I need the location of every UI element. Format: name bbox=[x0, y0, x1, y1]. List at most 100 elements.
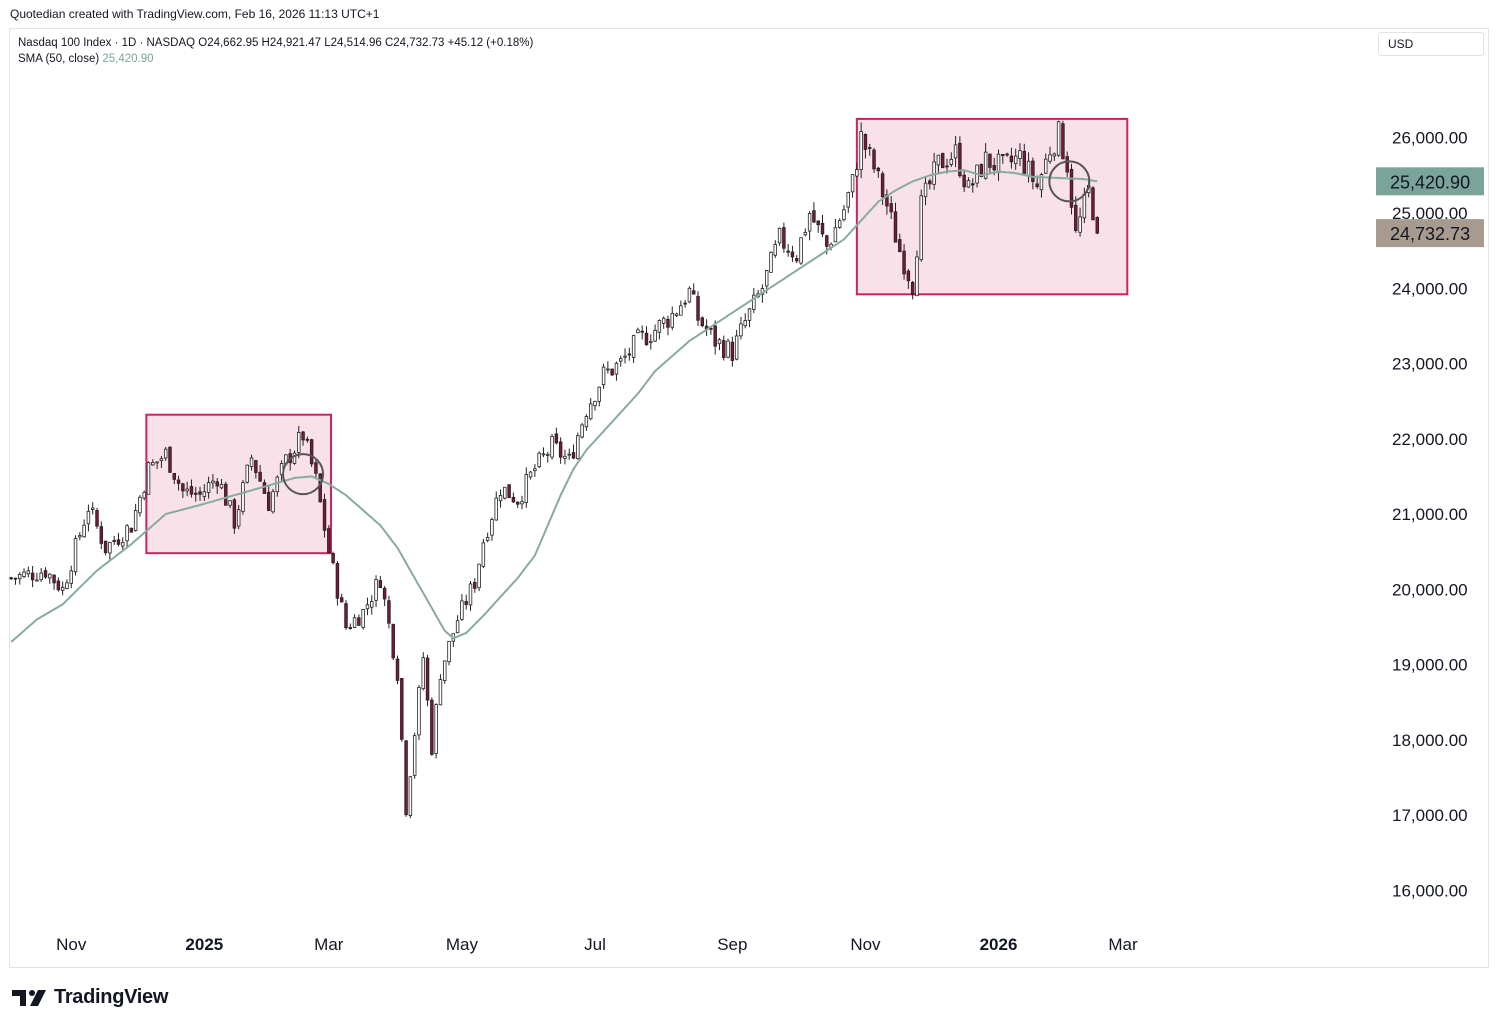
tradingview-logo[interactable]: TradingView bbox=[12, 986, 168, 1009]
candle bbox=[245, 464, 249, 484]
candle bbox=[52, 574, 56, 590]
candle bbox=[339, 593, 344, 603]
candle bbox=[82, 519, 86, 538]
candle bbox=[717, 338, 722, 351]
candle bbox=[309, 438, 314, 468]
candle bbox=[498, 489, 503, 508]
x-tick-label: May bbox=[446, 935, 479, 954]
candle bbox=[889, 196, 893, 219]
candle bbox=[348, 623, 353, 630]
candle bbox=[60, 581, 65, 596]
candle bbox=[940, 152, 945, 169]
candle bbox=[447, 641, 451, 666]
candle bbox=[627, 347, 632, 361]
candle bbox=[378, 575, 383, 589]
candle bbox=[1009, 147, 1014, 169]
candle bbox=[103, 540, 108, 556]
candle bbox=[936, 154, 941, 174]
candle bbox=[919, 189, 923, 262]
candle bbox=[198, 486, 202, 501]
candle bbox=[322, 493, 327, 538]
candle bbox=[734, 329, 739, 361]
tradingview-logo-icon bbox=[12, 989, 46, 1006]
candle bbox=[649, 334, 653, 350]
candle bbox=[520, 495, 524, 510]
y-tick-label: 23,000.00 bbox=[1392, 355, 1468, 374]
candle bbox=[151, 459, 155, 466]
candle bbox=[400, 677, 404, 742]
y-tick-label: 18,000.00 bbox=[1392, 731, 1468, 750]
candle bbox=[194, 486, 198, 502]
candle bbox=[524, 467, 529, 508]
candle bbox=[803, 228, 808, 237]
candle bbox=[554, 427, 559, 445]
candle bbox=[35, 572, 39, 582]
candle bbox=[176, 475, 181, 491]
candle bbox=[666, 315, 670, 336]
candle bbox=[687, 286, 692, 304]
candle bbox=[189, 479, 194, 498]
candle bbox=[580, 422, 584, 439]
candle bbox=[365, 597, 370, 616]
x-tick-label: Nov bbox=[56, 935, 87, 954]
candle bbox=[387, 595, 391, 629]
candle bbox=[782, 222, 786, 253]
candle bbox=[168, 446, 172, 473]
candle bbox=[631, 334, 636, 363]
candle bbox=[657, 319, 662, 340]
candle bbox=[258, 465, 262, 482]
candle bbox=[885, 189, 889, 215]
candle bbox=[1061, 120, 1065, 160]
x-tick-label: Mar bbox=[314, 935, 344, 954]
candle bbox=[43, 567, 48, 579]
candle bbox=[159, 455, 164, 469]
y-tick-label: 22,000.00 bbox=[1392, 430, 1468, 449]
candle bbox=[636, 327, 640, 334]
candle bbox=[455, 615, 460, 634]
candle bbox=[1031, 157, 1035, 190]
currency-selector[interactable]: USD bbox=[1378, 32, 1484, 56]
candle bbox=[606, 361, 610, 374]
candle bbox=[537, 451, 541, 469]
candle bbox=[1001, 154, 1005, 164]
y-tick-label: 19,000.00 bbox=[1392, 656, 1468, 675]
crossover-circle-2 bbox=[1048, 160, 1091, 203]
candle bbox=[1005, 152, 1009, 157]
x-tick-label: Jul bbox=[584, 935, 606, 954]
candle bbox=[297, 425, 301, 459]
candle bbox=[846, 191, 850, 213]
candle bbox=[370, 595, 374, 615]
candle bbox=[331, 551, 335, 565]
candle bbox=[739, 316, 743, 340]
candle bbox=[704, 319, 709, 337]
candle bbox=[421, 652, 425, 691]
candle bbox=[138, 495, 142, 517]
candle bbox=[683, 299, 687, 308]
y-tick-label: 24,000.00 bbox=[1392, 279, 1468, 298]
candle bbox=[971, 178, 975, 193]
candle bbox=[13, 577, 18, 585]
price-axis: 16,000.00 17,000.00 18,000.00 19,000.00 20,0… bbox=[1392, 129, 1468, 901]
candle bbox=[473, 578, 477, 593]
candle bbox=[26, 566, 31, 578]
sma-price-tag: 25,420.90 bbox=[1376, 167, 1484, 196]
legend-sma-value: 25,420.90 bbox=[102, 53, 154, 65]
candle bbox=[361, 608, 365, 630]
candle bbox=[623, 348, 627, 364]
candle bbox=[541, 447, 546, 458]
candle bbox=[202, 484, 207, 501]
candle bbox=[30, 565, 35, 588]
candle bbox=[391, 623, 395, 661]
candle bbox=[305, 436, 310, 443]
candle bbox=[228, 500, 232, 509]
candle bbox=[730, 336, 735, 367]
candle bbox=[344, 600, 348, 630]
candle bbox=[928, 178, 932, 190]
time-axis: Nov 2025 Mar May Jul Sep Nov 2026 Mar bbox=[56, 935, 1138, 954]
candle bbox=[1048, 146, 1052, 164]
candle bbox=[460, 594, 464, 622]
candle bbox=[558, 437, 563, 464]
candle bbox=[292, 450, 297, 465]
candle bbox=[121, 537, 125, 552]
